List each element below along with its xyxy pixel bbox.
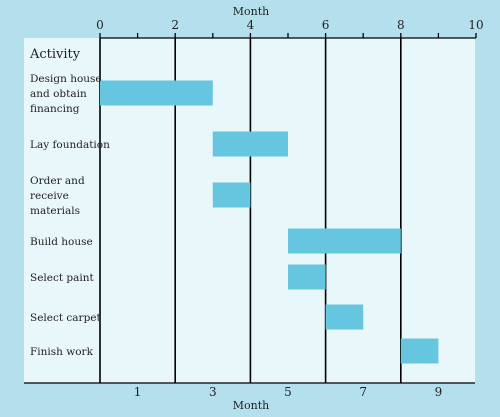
top-axis: 0 2 4 6 8 10 [96, 18, 484, 39]
bottom-axis: 1 3 5 7 9 [24, 382, 475, 399]
task-label-4: Select paint [30, 272, 95, 284]
task-bar-1 [212, 131, 288, 157]
bottom-tick-label-5: 5 [284, 385, 292, 399]
task-bar-5 [325, 304, 364, 330]
bottom-tick-label-9: 9 [435, 385, 443, 399]
top-tick-label-4: 4 [247, 18, 255, 32]
task-label-1: Lay foundation [30, 139, 110, 151]
task-label-0: Design house and obtain financing [30, 73, 102, 115]
top-tick-label-2: 2 [171, 18, 179, 32]
activity-header: Activity [29, 47, 81, 62]
task-bar-6 [400, 338, 439, 364]
top-tick-label-8: 8 [397, 18, 405, 32]
bottom-axis-title: Month [233, 399, 269, 412]
top-tick-label-0: 0 [96, 18, 104, 32]
bottom-tick-label-7: 7 [359, 385, 367, 399]
task-bar-4 [288, 264, 326, 290]
task-label-6: Finish work [30, 346, 94, 358]
task-label-5: Select carpet [30, 312, 102, 324]
bottom-tick-label-1: 1 [134, 385, 142, 399]
task-bars [100, 80, 439, 364]
top-tick-label-10: 10 [468, 18, 483, 32]
task-label-2: Order and receive materials [30, 175, 85, 217]
top-axis-title: Month [233, 5, 269, 18]
plot-area [24, 38, 475, 383]
task-bar-3 [288, 228, 401, 254]
task-bar-0 [100, 80, 213, 106]
top-tick-label-6: 6 [322, 18, 330, 32]
task-labels: Design house and obtain financing Lay found… [30, 73, 110, 358]
bottom-tick-label-3: 3 [209, 385, 217, 399]
task-bar-2 [212, 182, 251, 208]
task-label-3: Build house [30, 236, 93, 248]
